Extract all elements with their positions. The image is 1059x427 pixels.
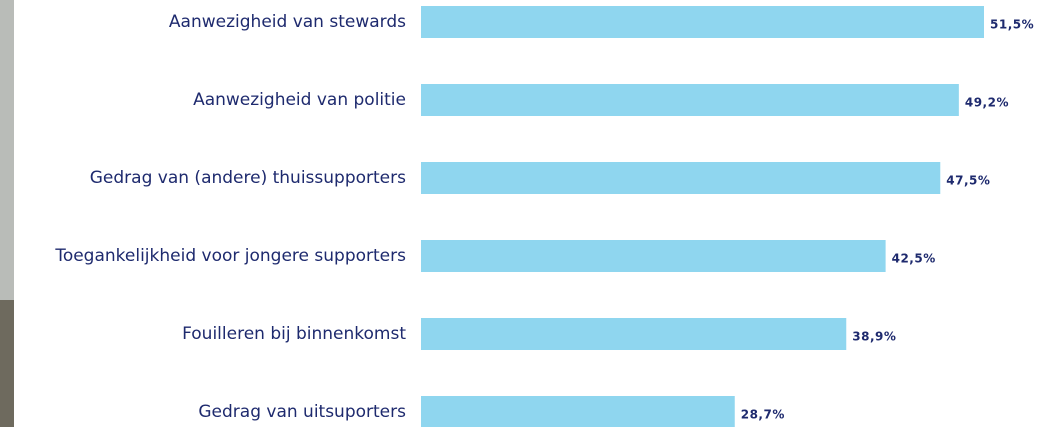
- category-label: Aanwezigheid van politie: [193, 90, 406, 110]
- category-label: Gedrag van (andere) thuissupporters: [90, 168, 406, 188]
- category-label: Toegankelijkheid voor jongere supporters: [54, 246, 406, 266]
- value-label: 38,9%: [852, 330, 896, 344]
- value-label: 49,2%: [965, 96, 1009, 110]
- bar: [421, 318, 847, 350]
- category-label: Aanwezigheid van stewards: [169, 12, 406, 32]
- bar: [421, 6, 984, 38]
- bar: [421, 162, 941, 194]
- category-label: Fouilleren bij binnenkomst: [182, 324, 406, 344]
- value-label: 28,7%: [741, 408, 785, 422]
- category-label: Gedrag van uitsuporters: [198, 402, 406, 422]
- bar: [421, 240, 886, 272]
- value-label: 42,5%: [892, 252, 936, 266]
- bar: [421, 396, 735, 427]
- photo-strip-shadow: [0, 300, 14, 427]
- bar: [421, 84, 959, 116]
- value-label: 47,5%: [946, 174, 990, 188]
- value-label: 51,5%: [990, 18, 1034, 32]
